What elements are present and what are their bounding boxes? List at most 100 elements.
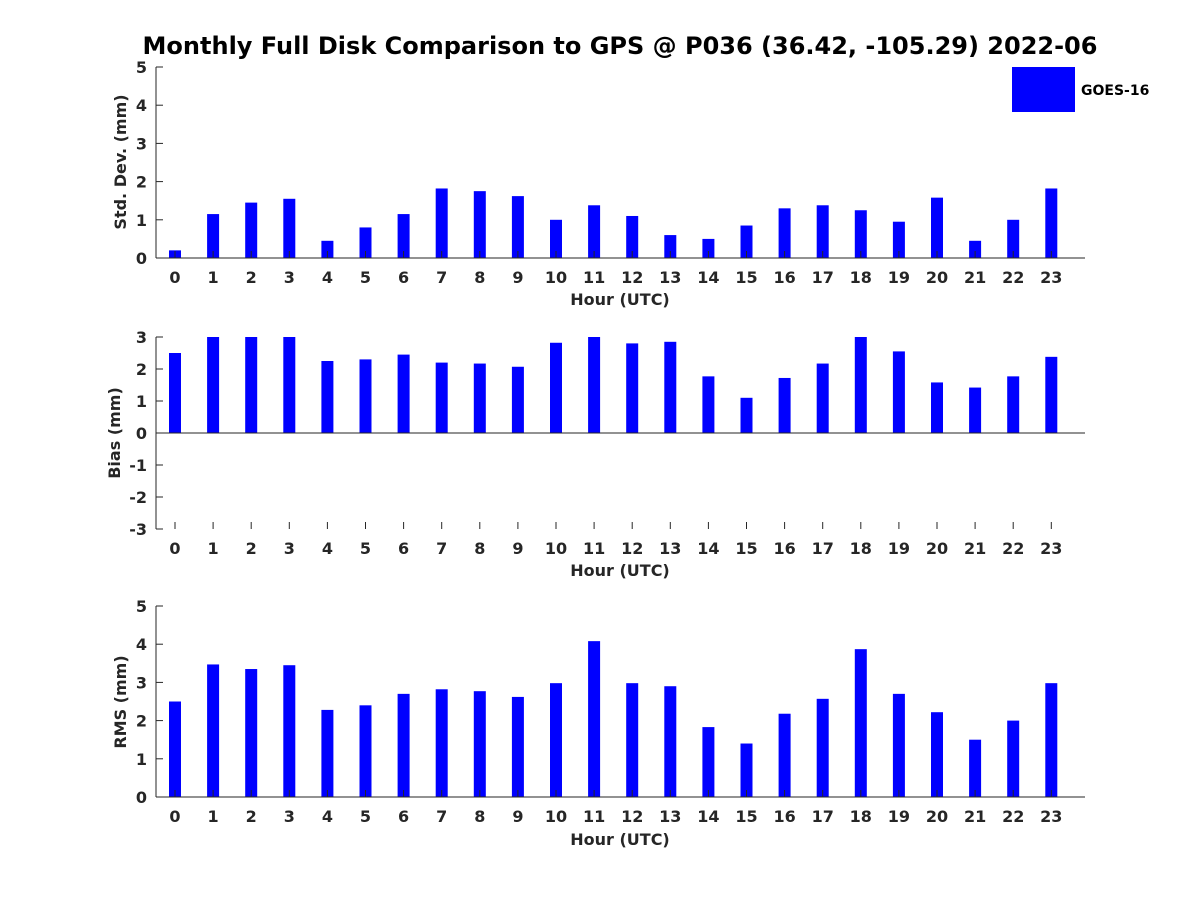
std-dev-bar-21 <box>969 240 982 258</box>
std-dev-x-tick-label: 1 <box>208 268 219 287</box>
std-dev-x-tick-label: 8 <box>474 268 485 287</box>
std-dev-bar-23 <box>1045 188 1058 258</box>
bias-x-tick-label: 6 <box>398 539 409 558</box>
std-dev-bar-17 <box>816 205 829 258</box>
rms-bar-7 <box>435 689 448 797</box>
bias-x-ticks: 0 1 2 3 4 5 6 7 8 9 10 11 12 13 14 15 16 17 18 19 20 21 22 23 <box>169 522 1062 558</box>
bias-x-tick-label: 21 <box>964 539 986 558</box>
std-dev-bar-13 <box>664 235 677 258</box>
bias-x-tick-label: 19 <box>888 539 910 558</box>
rms-x-tick-label: 4 <box>322 807 333 826</box>
rms-x-ticks: 0 1 2 3 4 5 6 7 8 9 10 11 12 13 14 15 16 17 18 19 20 21 22 23 <box>169 790 1062 826</box>
std-dev-bar-8 <box>473 191 486 258</box>
std-dev-x-tick-label: 12 <box>621 268 643 287</box>
rms-bar-9 <box>511 696 524 797</box>
std-dev-y-tick-label: 1 <box>136 211 147 230</box>
rms-x-tick-label: 0 <box>169 807 180 826</box>
rms-bar-5 <box>359 705 372 797</box>
rms-bar-15 <box>740 743 753 797</box>
std-dev-x-tick-label: 2 <box>246 268 257 287</box>
std-dev-bar-19 <box>892 221 905 258</box>
rms-bar-1 <box>207 664 220 797</box>
std-dev-bar-3 <box>283 198 296 258</box>
std-dev-y-ticks: 0 1 2 3 4 5 <box>136 58 163 268</box>
rms-bar-4 <box>321 709 334 797</box>
rms-y-tick-label: 1 <box>136 750 147 769</box>
std-dev-bar-12 <box>626 215 639 258</box>
bias-x-tick-label: 10 <box>545 539 567 558</box>
std-dev-bar-7 <box>435 188 448 258</box>
std-dev-bars <box>169 188 1058 258</box>
rms-x-tick-label: 16 <box>773 807 795 826</box>
rms-x-tick-label: 9 <box>512 807 523 826</box>
bias-bar-20 <box>931 382 943 433</box>
std-dev-bar-11 <box>588 205 601 258</box>
bias-bar-0 <box>169 353 181 433</box>
rms-x-tick-label: 8 <box>474 807 485 826</box>
std-dev-x-tick-label: 0 <box>169 268 180 287</box>
bias-y-tick-label: 1 <box>136 392 147 411</box>
rms-bar-18 <box>854 649 867 797</box>
bias-axes <box>155 337 1085 529</box>
bias-x-tick-label: 8 <box>474 539 485 558</box>
rms-x-tick-label: 7 <box>436 807 447 826</box>
bias-bar-7 <box>435 362 448 433</box>
rms-x-tick-label: 5 <box>360 807 371 826</box>
std-dev-y-tick-label: 2 <box>136 173 147 192</box>
rms-x-tick-label: 20 <box>926 807 948 826</box>
rms-y-tick-label: 3 <box>136 673 147 692</box>
bias-bar-16 <box>778 377 791 433</box>
rms-bar-10 <box>550 683 562 797</box>
rms-y-tick-label: 0 <box>136 788 147 807</box>
std-dev-bar-5 <box>359 227 372 258</box>
bias-y-axis-label: Bias (mm) <box>105 387 124 479</box>
bias-y-tick-label: -3 <box>129 520 147 539</box>
bias-y-tick-label: -2 <box>129 488 147 507</box>
std-dev-bar-9 <box>511 196 524 258</box>
legend-swatch <box>1012 67 1075 112</box>
bias-x-tick-label: 1 <box>208 539 219 558</box>
rms-y-tick-label: 4 <box>136 635 147 654</box>
std-dev-x-tick-label: 9 <box>512 268 523 287</box>
bias-bar-6 <box>397 354 410 433</box>
rms-bar-16 <box>778 713 791 797</box>
bias-bar-18 <box>854 337 867 433</box>
bias-bar-21 <box>969 387 982 433</box>
legend: GOES-16 <box>1012 67 1149 112</box>
bias-x-tick-label: 15 <box>735 539 757 558</box>
std-dev-y-tick-label: 3 <box>136 134 147 153</box>
std-dev-bar-2 <box>245 202 258 258</box>
bias-bar-22 <box>1007 376 1020 433</box>
rms-x-tick-label: 12 <box>621 807 643 826</box>
rms-x-tick-label: 13 <box>659 807 681 826</box>
std-dev-x-tick-label: 23 <box>1040 268 1062 287</box>
std-dev-bar-18 <box>854 210 867 258</box>
rms-x-axis-label: Hour (UTC) <box>570 830 670 849</box>
chart-std-dev: 0 1 2 3 4 5 6 7 8 9 10 11 12 13 14 15 16 17 18 19 20 21 22 23 0… <box>111 58 1085 309</box>
std-dev-bar-22 <box>1007 219 1020 258</box>
bias-bar-13 <box>664 341 677 433</box>
std-dev-x-tick-label: 11 <box>583 268 605 287</box>
bias-x-tick-label: 20 <box>926 539 948 558</box>
rms-bar-21 <box>969 739 982 797</box>
bias-y-tick-label: 2 <box>136 360 147 379</box>
std-dev-bar-14 <box>702 238 715 258</box>
std-dev-x-ticks: 0 1 2 3 4 5 6 7 8 9 10 11 12 13 14 15 16 17 18 19 20 21 22 23 <box>169 251 1062 287</box>
bias-bar-17 <box>816 363 829 433</box>
rms-y-tick-label: 2 <box>136 712 147 731</box>
rms-bars <box>169 641 1058 797</box>
rms-x-tick-label: 10 <box>545 807 567 826</box>
rms-bar-13 <box>664 686 677 797</box>
bias-x-tick-label: 4 <box>322 539 333 558</box>
std-dev-x-tick-label: 19 <box>888 268 910 287</box>
bias-bar-3 <box>283 337 296 433</box>
bias-bar-19 <box>892 351 905 433</box>
rms-bar-14 <box>702 727 715 797</box>
rms-x-tick-label: 11 <box>583 807 605 826</box>
rms-bar-3 <box>283 665 296 797</box>
rms-bar-6 <box>397 693 410 797</box>
bias-x-tick-label: 16 <box>773 539 795 558</box>
std-dev-bar-20 <box>931 197 943 258</box>
legend-label: GOES-16 <box>1081 83 1149 99</box>
std-dev-x-tick-label: 18 <box>850 268 872 287</box>
